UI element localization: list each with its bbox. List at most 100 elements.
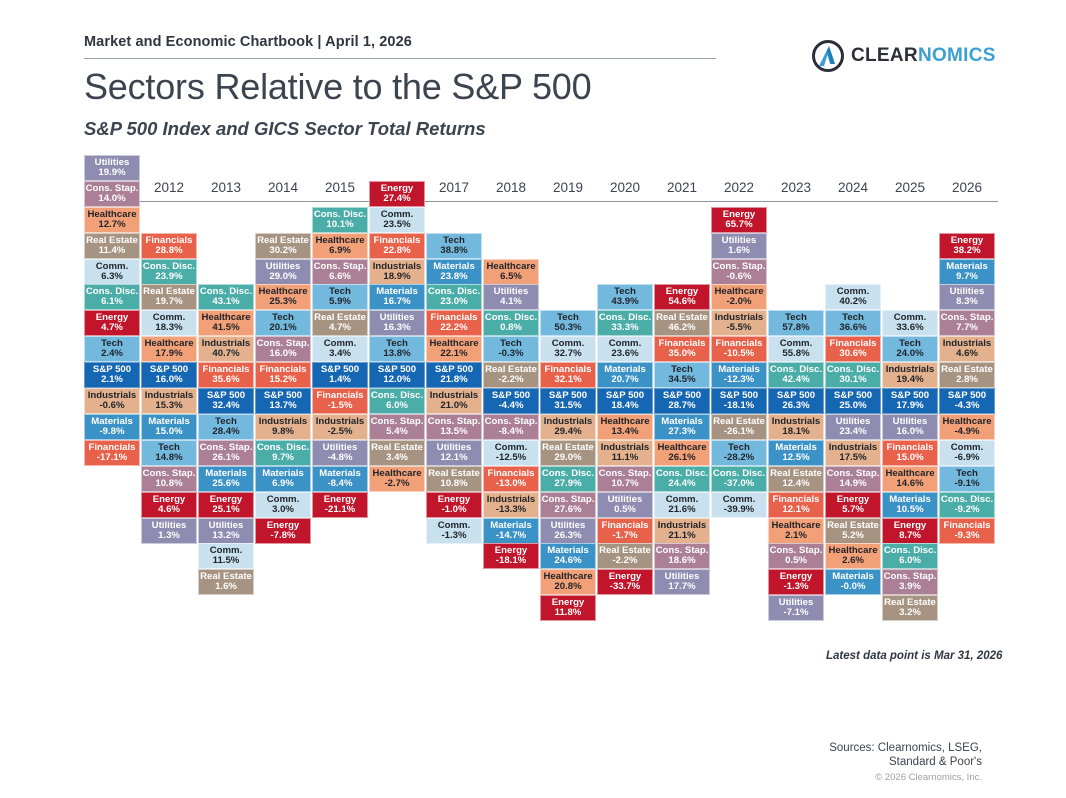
sector-return-value: 27.3% (668, 425, 696, 437)
sector-return-value: 18.6% (668, 555, 696, 567)
sector-cell: Energy 27.4% (369, 180, 425, 207)
sector-name: Tech (329, 286, 351, 298)
sector-return-value: 30.2% (269, 244, 297, 256)
sector-return-value: 7.7% (956, 322, 978, 334)
sector-return-value: 30.1% (839, 374, 867, 386)
sector-cell: Cons. Disc. 24.4% (654, 465, 710, 492)
sector-return-value: 40.2% (839, 296, 867, 308)
sector-cell: Healthcare 14.6% (882, 465, 938, 492)
sector-return-value: -9.3% (954, 529, 980, 541)
sector-cell: Real Estate -2.2% (597, 543, 653, 570)
sector-cell: Comm. 18.3% (141, 310, 197, 337)
sector-name: Tech (899, 338, 921, 350)
sector-return-value: 21.0% (440, 400, 468, 411)
sector-return-value: 17.9% (155, 348, 183, 360)
sector-name: Industrials (429, 390, 479, 402)
sector-name: Tech (500, 338, 522, 350)
sector-name: Healthcare (315, 234, 365, 246)
sector-return-value: 6.6% (329, 270, 351, 282)
sector-cell: Healthcare 41.5% (198, 310, 254, 337)
sector-return-value: 4.6% (956, 348, 978, 360)
sector-name: Utilities (265, 260, 301, 272)
sector-return-value: 15.2% (269, 374, 297, 386)
sector-return-value: -9.1% (954, 477, 980, 489)
sector-cell: Utilities 8.3% (939, 284, 995, 311)
sector-return-value: 20.1% (269, 322, 297, 334)
sector-name: S&P 500 (263, 390, 303, 402)
sector-return-value: 6.9% (329, 244, 351, 256)
sector-cell: Cons. Disc. -37.0% (711, 465, 767, 492)
year-label-2017: 2017 (438, 180, 470, 195)
sector-return-value: 4.7% (101, 322, 123, 334)
sector-cell: Financials -17.1% (84, 439, 140, 466)
sector-cell: Cons. Disc. 6.0% (882, 543, 938, 570)
sector-cell: Cons. Stap. 26.1% (198, 439, 254, 466)
sector-name: Energy (551, 597, 585, 609)
sector-name: Tech (842, 312, 864, 324)
sector-return-value: 1.4% (329, 374, 351, 386)
copyright-note: © 2026 Clearnomics, Inc. (875, 772, 982, 783)
sector-return-value: -2.2% (498, 374, 524, 386)
sector-return-value: 23.0% (440, 296, 468, 308)
sector-return-value: -0.6% (99, 400, 125, 411)
sector-return-value: 10.7% (611, 477, 639, 489)
sector-name: Industrials (885, 364, 935, 376)
sector-name: Materials (832, 571, 874, 583)
sector-name: Real Estate (827, 519, 879, 531)
sector-cell: Energy -21.1% (312, 491, 368, 518)
sector-name: S&P 500 (548, 390, 588, 402)
sector-name: Comm. (95, 260, 129, 272)
sources-line-1: Sources: Clearnomics, LSEG, (829, 742, 982, 754)
year-label-2025: 2025 (894, 180, 926, 195)
sector-cell: Cons. Disc. 6.1% (84, 284, 140, 311)
benchmark-cell: S&P 500 -18.1% (711, 388, 767, 414)
sector-return-value: -18.1% (723, 400, 755, 411)
sector-return-value: -4.3% (954, 400, 980, 411)
sector-cell: Tech 28.4% (198, 413, 254, 440)
sector-name: S&P 500 (776, 390, 816, 402)
sector-return-value: 23.4% (839, 425, 867, 437)
sector-name: Financials (430, 312, 478, 324)
sector-return-value: 1.3% (158, 529, 180, 541)
benchmark-cell: S&P 500 -4.4% (483, 388, 539, 414)
sector-return-value: 16.0% (269, 348, 297, 360)
sector-name: Cons. Disc. (598, 312, 652, 324)
year-label-2026: 2026 (951, 180, 983, 195)
sector-cell: Industrials 15.3% (141, 388, 197, 414)
sector-return-value: 15.3% (155, 400, 183, 411)
sector-cell: Materials 24.6% (540, 543, 596, 570)
sector-cell: Real Estate 12.4% (768, 465, 824, 492)
sector-cell: Energy -1.0% (426, 491, 482, 518)
sector-return-value: 19.4% (896, 374, 924, 386)
sector-return-value: -1.5% (327, 400, 353, 411)
sector-cell: Materials 10.5% (882, 491, 938, 518)
sector-name: Healthcare (942, 415, 992, 427)
sector-cell: Financials -1.7% (597, 517, 653, 544)
sector-return-value: 16.7% (383, 296, 411, 308)
sector-name: Materials (148, 415, 190, 427)
sector-name: Materials (490, 519, 532, 531)
year-label-2023: 2023 (780, 180, 812, 195)
clearnomics-logo-icon (812, 40, 844, 72)
benchmark-cell: S&P 500 16.0% (141, 362, 197, 389)
sector-name: Healthcare (258, 286, 308, 298)
sector-cell: Real Estate 3.2% (882, 595, 938, 622)
sector-name: Materials (946, 260, 988, 272)
sector-name: Cons. Disc. (313, 208, 367, 220)
benchmark-cell: S&P 500 18.4% (597, 388, 653, 414)
year-label-2020: 2020 (609, 180, 641, 195)
sector-return-value: 21.8% (440, 374, 468, 386)
sector-name: S&P 500 (434, 364, 474, 376)
sector-name: Utilities (607, 493, 643, 505)
sector-return-value: -1.3% (441, 529, 467, 541)
sector-name: Tech (101, 338, 123, 350)
sector-name: S&P 500 (320, 364, 360, 376)
sector-name: Healthcare (885, 467, 935, 479)
sector-cell: Healthcare 13.4% (597, 413, 653, 440)
sector-cell: Real Estate -26.1% (711, 413, 767, 440)
sector-name: Energy (323, 493, 357, 505)
sector-cell: Cons. Stap. 7.7% (939, 310, 995, 337)
sector-name: Utilities (493, 286, 529, 298)
chartbook-kicker: Market and Economic Chartbook | April 1,… (84, 34, 412, 50)
